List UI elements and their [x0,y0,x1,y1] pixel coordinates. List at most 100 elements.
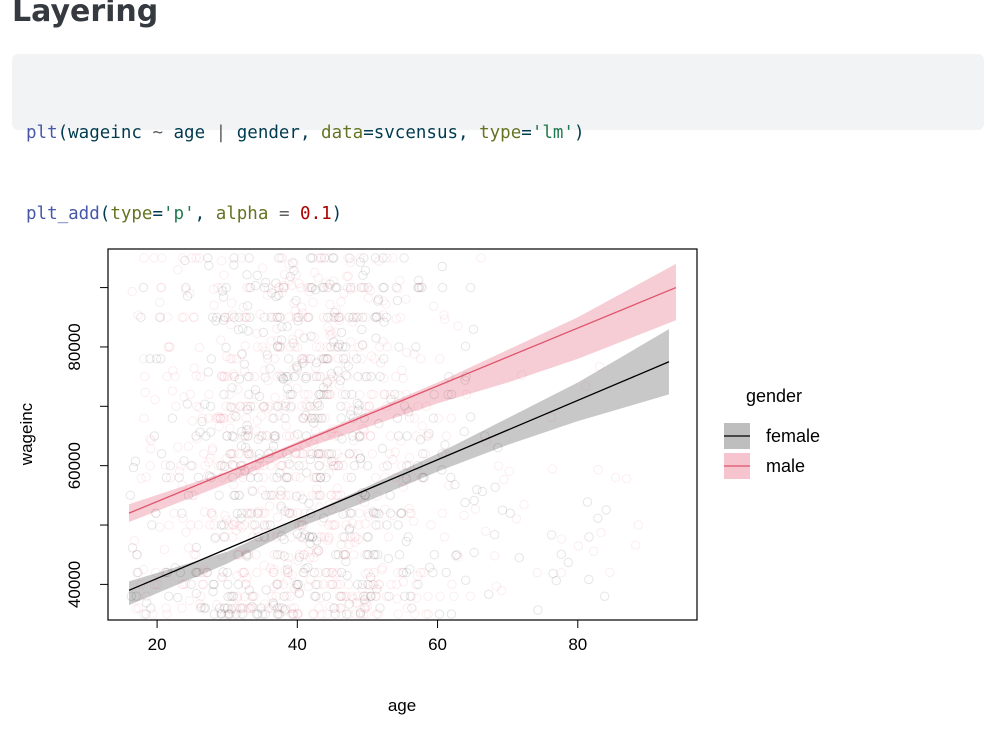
data-point [272,578,282,589]
code-token: type [479,123,522,143]
data-point [259,520,270,530]
x-tick-label: 60 [428,635,447,654]
data-point [319,354,329,364]
data-point [428,301,439,312]
data-point [241,413,252,423]
data-point [201,567,212,578]
data-point [220,609,230,619]
data-point [303,546,314,557]
data-point [414,282,424,293]
data-point [294,329,304,339]
data-point [198,567,208,578]
ci-band-male [129,263,676,523]
data-point [417,282,427,293]
data-point [375,342,385,352]
data-point [363,293,374,303]
plot-frame [107,248,698,621]
data-point [388,253,398,263]
data-point [402,431,412,441]
data-point [155,312,166,323]
data-point [273,579,283,590]
data-point [254,461,265,471]
legend: gender female male [724,386,820,479]
data-point [315,342,325,352]
data-point [304,312,314,323]
data-point [325,389,335,400]
data-point [235,603,246,613]
data-point [319,282,329,293]
data-point [484,589,494,599]
data-point [311,371,322,382]
data-point [185,389,195,400]
data-point [311,342,322,352]
data-point [309,418,319,428]
data-point [374,256,384,266]
data-point [291,270,301,280]
data-point [284,276,294,286]
data-point [189,363,199,373]
data-point [393,284,403,294]
data-point [170,371,180,381]
data-point [213,413,223,423]
data-point [236,426,247,437]
x-tick-label: 20 [148,635,167,654]
data-point [322,312,333,323]
data-point [175,466,185,476]
data-point [315,449,325,459]
data-point [198,579,208,590]
data-point [334,312,344,323]
data-point [317,413,327,423]
data-point [365,431,376,441]
data-point [302,401,312,411]
data-point [169,508,179,518]
data-point [271,312,282,323]
data-point [157,253,167,263]
data-point [244,450,255,461]
data-point [247,485,257,495]
data-point [275,602,285,613]
data-point [306,449,316,459]
data-point [178,579,189,590]
data-point [254,449,265,459]
data-point [238,609,248,619]
data-point [191,550,201,560]
data-point [289,266,299,276]
data-point [225,354,236,364]
data-point [272,335,283,346]
data-point [322,609,332,619]
data-point [150,394,160,405]
data-point [283,567,293,578]
data-point [275,461,285,471]
data-point [296,282,306,293]
data-point [236,513,246,523]
data-point [234,490,244,500]
data-point [325,326,335,336]
data-point [261,490,271,500]
data-point [423,591,433,601]
data-point [323,457,333,468]
data-point [342,282,353,293]
data-point [218,292,229,302]
data-point [275,370,285,380]
data-point [227,310,238,320]
data-point [363,508,373,518]
data-point [345,253,355,263]
data-point [379,389,389,400]
data-point [348,449,358,459]
data-point [264,501,275,511]
data-point [366,591,376,601]
data-point [181,285,191,295]
data-point [321,449,332,459]
data-point [381,401,392,411]
data-point [404,508,415,518]
data-point [189,550,199,560]
data-point [294,520,305,530]
data-point [184,596,195,606]
data-point [331,327,341,337]
data-point [401,473,412,484]
data-point [336,567,347,578]
data-point [223,603,233,613]
data-point [385,389,395,400]
data-point [435,354,445,364]
data-point [446,472,456,483]
